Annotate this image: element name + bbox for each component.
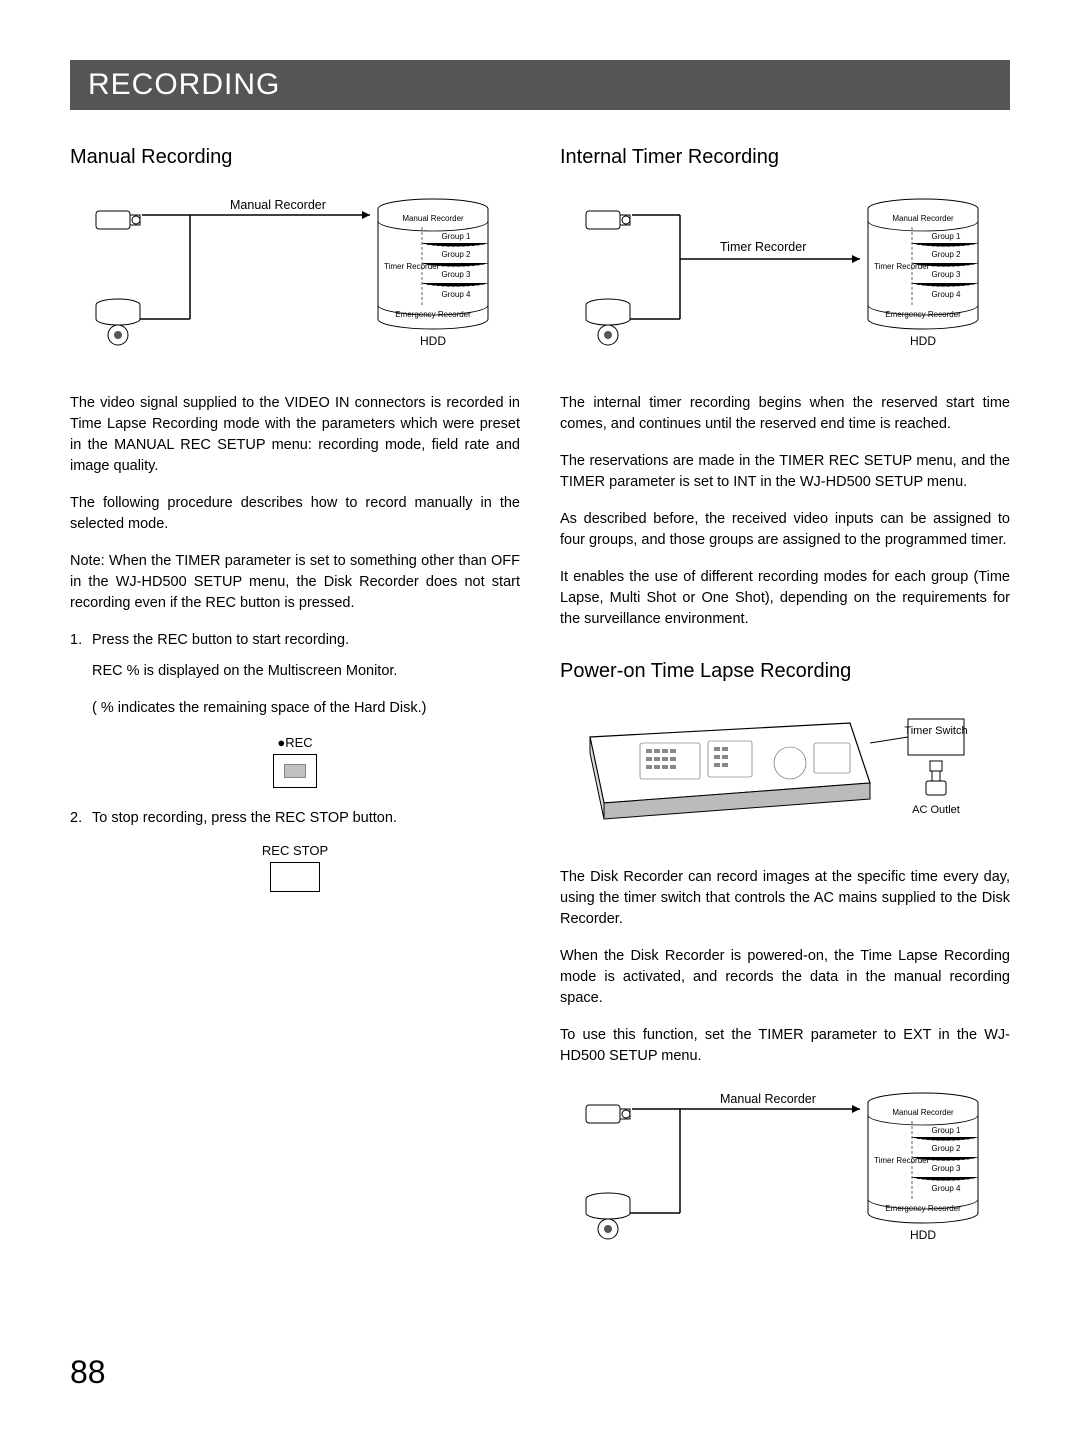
right-para5: The Disk Recorder can record images at t… [560,867,1010,930]
svg-text:Emergency Recorder: Emergency Recorder [885,1204,961,1213]
svg-text:Group 2: Group 2 [932,250,961,259]
timer-switch-label: Timer Switch [904,725,967,737]
right-para7: To use this function, set the TIMER para… [560,1025,1010,1067]
svg-text:Group 4: Group 4 [932,1184,961,1193]
right-para6: When the Disk Recorder is powered-on, th… [560,946,1010,1009]
conn-label: Manual Recorder [720,1092,816,1106]
rec-stop-figure: REC STOP [70,843,520,892]
left-column: Manual Recording [70,140,520,1287]
right-para3: As described before, the received video … [560,509,1010,551]
ac-outlet-label: AC Outlet [912,804,960,816]
rec-button-inner [284,764,306,778]
rec-button-figure: ●REC [70,735,520,788]
diagram-svg: Timer Recorder Manual Recorder Emergency… [570,189,1000,369]
conn-label: Timer Recorder [720,240,806,254]
hdd-label: HDD [910,334,936,348]
conn-label: Manual Recorder [230,198,326,212]
left-para1: The video signal supplied to the VIDEO I… [70,393,520,477]
rec-button-box [273,754,317,788]
manual-recording-diagram: Manual Recorder Manual Recorder Emergenc… [70,189,520,369]
note-label: Note: [70,553,105,569]
svg-text:Group 4: Group 4 [932,290,961,299]
svg-text:Group 3: Group 3 [442,270,471,279]
content-columns: Manual Recording [70,140,1010,1287]
hdd-label: HDD [910,1228,936,1242]
page-title-bar: RECORDING [70,60,1010,110]
rec-stop-label: REC STOP [262,843,328,858]
svg-text:Group 2: Group 2 [442,250,471,259]
step-number: 2. [70,808,92,829]
step-2: 2. To stop recording, press the REC STOP… [70,808,520,829]
right-para4: It enables the use of different recordin… [560,567,1010,630]
internal-timer-diagram: Timer Recorder Manual Recorder Emergency… [560,189,1010,369]
svg-text:Manual Recorder: Manual Recorder [402,214,464,223]
step-text: To stop recording, press the REC STOP bu… [92,808,520,829]
svg-text:Emergency Recorder: Emergency Recorder [395,310,471,319]
recorder-svg: Timer Switch AC Outlet [570,703,1000,843]
svg-text:Group 1: Group 1 [932,232,961,241]
right-para1: The internal timer recording begins when… [560,393,1010,435]
step-number: 1. [70,630,92,651]
svg-text:Group 3: Group 3 [932,270,961,279]
diagram-svg: Manual Recorder Manual Recorder Emergenc… [570,1083,1000,1263]
step-text: Press the REC button to start recording. [92,630,520,651]
step-1: 1. Press the REC button to start recordi… [70,630,520,651]
svg-text:Group 4: Group 4 [442,290,471,299]
recorder-diagram: Timer Switch AC Outlet [560,703,1010,843]
internal-timer-heading: Internal Timer Recording [560,146,1010,169]
right-column: Internal Timer Recording [560,140,1010,1287]
power-on-heading: Power-on Time Lapse Recording [560,660,1010,683]
left-para2: The following procedure describes how to… [70,493,520,535]
svg-text:Manual Recorder: Manual Recorder [892,214,954,223]
diagram-svg: Manual Recorder Manual Recorder Emergenc… [80,189,510,369]
rec-button-label: ●REC [277,735,312,750]
note-body: When the TIMER parameter is set to somet… [70,553,520,611]
poweron-manual-diagram: Manual Recorder Manual Recorder Emergenc… [560,1083,1010,1263]
left-note: Note: When the TIMER parameter is set to… [70,551,520,614]
svg-text:Group 1: Group 1 [932,1126,961,1135]
step1-sub2: ( % indicates the remaining space of the… [70,698,520,719]
page-number: 88 [70,1354,106,1391]
hdd-label: HDD [420,334,446,348]
right-para2: The reservations are made in the TIMER R… [560,451,1010,493]
svg-text:Group 2: Group 2 [932,1144,961,1153]
page-title: RECORDING [88,68,280,101]
step1-sub1: REC % is displayed on the Multiscreen Mo… [70,661,520,682]
rec-stop-box [270,862,320,892]
svg-text:Manual Recorder: Manual Recorder [892,1108,954,1117]
svg-text:Emergency Recorder: Emergency Recorder [885,310,961,319]
manual-recording-heading: Manual Recording [70,146,520,169]
svg-text:Group 3: Group 3 [932,1164,961,1173]
svg-text:Group 1: Group 1 [442,232,471,241]
